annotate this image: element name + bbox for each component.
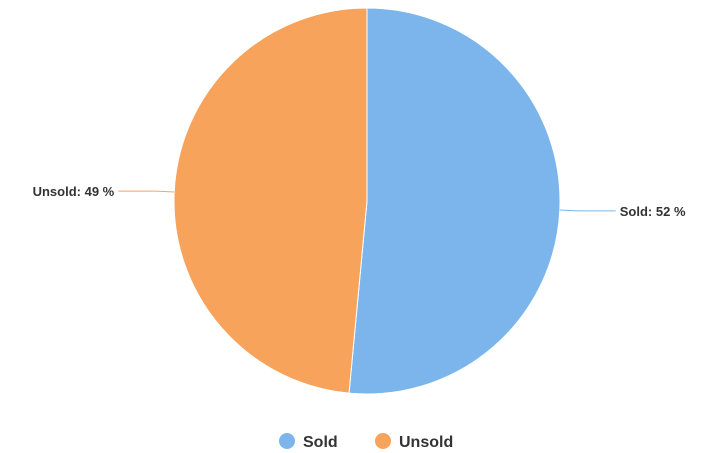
labels-layer: Sold: 52 % Unsold: 49 % <box>33 184 686 219</box>
legend-item-unsold[interactable]: Unsold <box>375 433 453 451</box>
slices-layer <box>173 7 561 395</box>
legend: Sold Unsold <box>279 433 453 451</box>
pie-slice-sold[interactable] <box>348 7 561 395</box>
connectors-layer <box>118 190 616 212</box>
connector-unsold <box>118 190 175 193</box>
connector-sold <box>559 209 616 212</box>
pie-slice-unsold[interactable] <box>173 7 368 394</box>
data-label-sold: Sold: 52 % <box>620 204 686 219</box>
legend-item-sold[interactable]: Sold <box>279 433 338 451</box>
legend-label-unsold: Unsold <box>399 434 453 451</box>
data-label-unsold: Unsold: 49 % <box>33 184 115 199</box>
legend-marker-unsold <box>375 433 391 449</box>
legend-label-sold: Sold <box>303 434 338 451</box>
legend-marker-sold <box>279 433 295 449</box>
